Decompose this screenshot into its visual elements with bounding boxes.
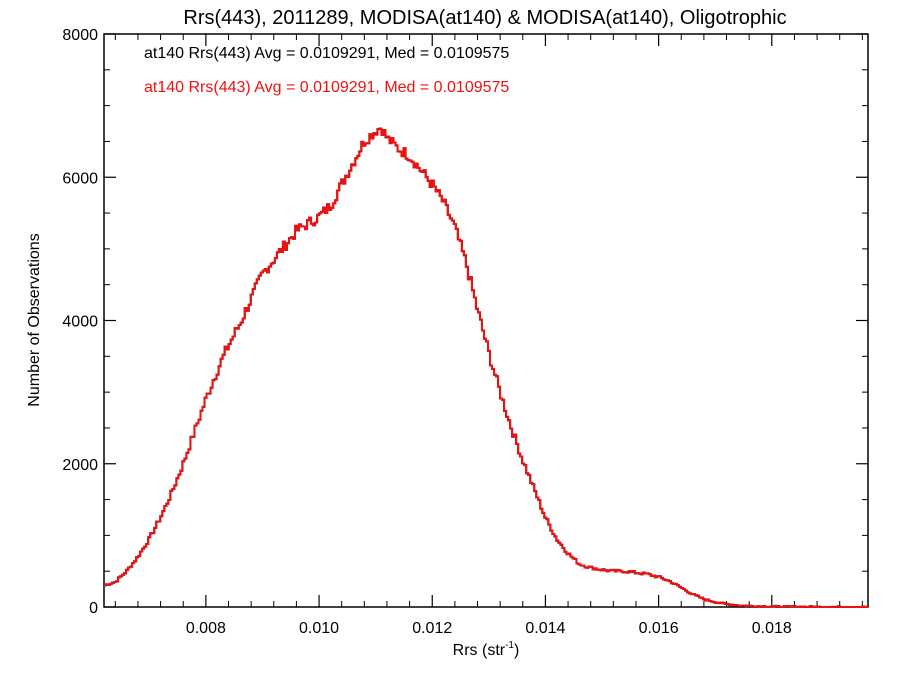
x-tick-label: 0.010 [299,620,339,637]
x-tick-label: 0.014 [525,620,565,637]
histogram-series-red [104,127,868,608]
y-axis-label: Number of Observations [26,233,43,406]
y-tick-label: 4000 [62,314,98,331]
legend-entry-red: at140 Rrs(443) Avg = 0.0109291, Med = 0.… [144,79,509,96]
x-tick-label: 0.012 [412,620,452,637]
y-tick-label: 6000 [62,170,98,187]
legend-entry-black: at140 Rrs(443) Avg = 0.0109291, Med = 0.… [144,45,509,62]
tick-labels: 0.008 0.010 0.012 0.014 0.016 0.018 0 2000 4000 6… [62,27,792,637]
x-tick-label: 0.016 [639,620,679,637]
x-axis-label: Rrs (str-1) [453,640,520,659]
x-tick-label: 0.018 [752,620,792,637]
y-tick-label: 8000 [62,27,98,44]
y-tick-label: 2000 [62,457,98,474]
series-layer [104,127,868,608]
x-tick-label: 0.008 [186,620,226,637]
y-tick-label: 0 [89,600,98,617]
chart-title: Rrs(443), 2011289, MODISA(at140) & MODIS… [183,7,786,29]
plot-frame [103,33,869,608]
axis-ticks [104,33,868,608]
